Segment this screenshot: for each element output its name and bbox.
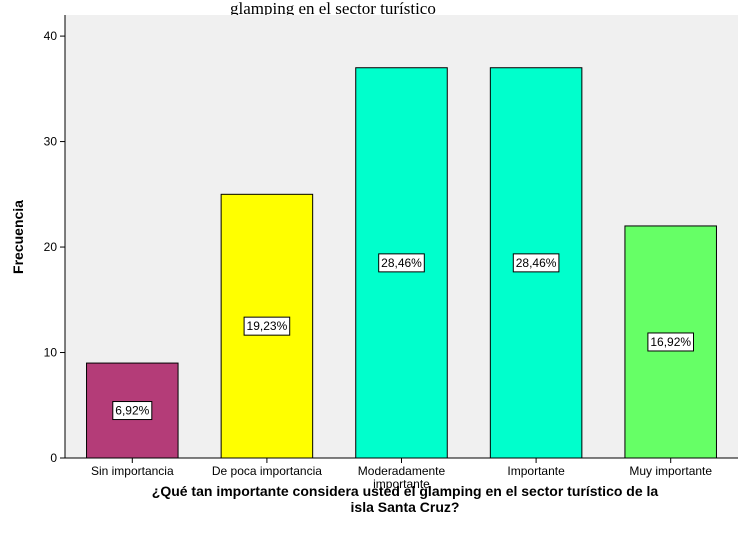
data-label-box [112,401,153,421]
x-tick-label: Sin importancia [91,464,174,478]
x-tick-label: importante [373,477,430,491]
data-label-box [647,332,695,352]
x-tick-label: De poca importancia [212,464,322,478]
data-label: 19,23% [247,319,288,333]
data-label: 28,46% [381,256,422,270]
y-ticks: 0 10 20 30 40 [44,29,65,465]
data-label: 6,92% [115,404,149,418]
y-tick-label: 40 [44,29,58,43]
y-axis-title: Frecuencia [10,200,26,274]
y-tick-label: 0 [50,451,57,465]
y-tick-label: 10 [44,346,58,360]
y-tick-label: 30 [44,135,58,149]
x-tick-label: Moderadamente [358,464,446,478]
x-tick-label: Importante [507,464,565,478]
x-ticks: Sin importancia De poca importancia Modera… [91,458,712,491]
data-label: 28,46% [516,256,557,270]
bar [220,193,314,459]
data-label-box [378,253,425,273]
bars: 6,92% 19,23% 28,46% 28,46% 16,92% [86,67,717,459]
data-label-box [243,316,291,336]
x-tick-label: Muy importante [629,464,712,478]
data-label: 16,92% [650,335,691,349]
data-label-box [512,253,560,273]
partial-caption: glamping en el sector turístico [230,0,436,18]
x-axis-title-line-2: isla Santa Cruz? [351,499,460,515]
y-tick-label: 20 [44,240,58,254]
x-axis-title-line-1: ¿Qué tan importante considera usted el g… [152,483,659,499]
